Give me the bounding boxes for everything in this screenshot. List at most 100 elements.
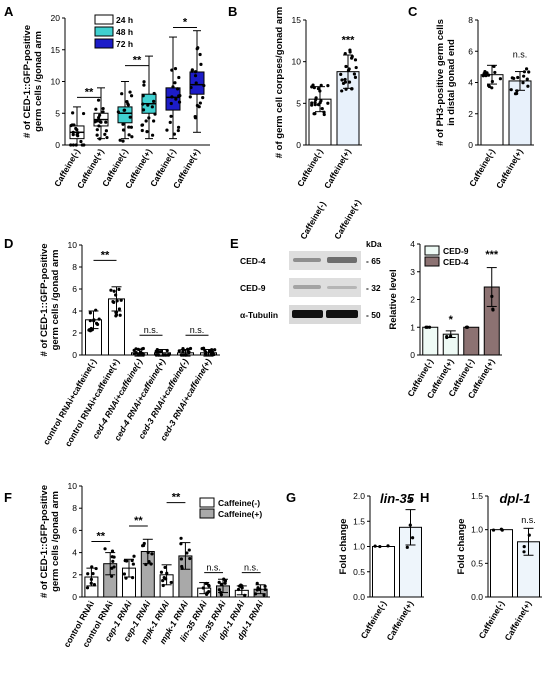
blot-band: [327, 286, 357, 289]
data-point: [150, 552, 154, 556]
data-point: [177, 100, 182, 104]
data-point: [310, 85, 314, 89]
legend-swatch: [199, 497, 215, 508]
significance-label: n.s.: [144, 325, 159, 335]
data-point: [122, 108, 127, 112]
data-point: [69, 143, 73, 147]
data-point: [121, 139, 125, 143]
data-point: [94, 321, 99, 325]
panel-e: E 0 1 2 3 4 Relative level Caffeine(-)Caffeine(…: [230, 198, 502, 400]
data-point: [153, 112, 157, 116]
data-point: [114, 310, 118, 314]
legend-swatch: [424, 245, 440, 256]
data-point: [348, 48, 352, 52]
blot-strip: [289, 278, 361, 297]
data-point: [354, 65, 358, 70]
data-point: [486, 83, 491, 88]
data-point: [513, 92, 518, 96]
data-point: [112, 300, 116, 304]
y-axis-label: germ cells /gonad arm: [33, 31, 44, 132]
y-tick-label: 6: [72, 525, 77, 535]
data-point: [188, 556, 192, 561]
data-point: [491, 528, 496, 532]
data-point: [341, 81, 346, 86]
data-point: [75, 128, 79, 132]
panel-f: F0 2 4 6 8 10 # of CED-1::GFP-positive germ cel…: [4, 481, 270, 649]
data-point: [490, 86, 494, 90]
data-point: [313, 112, 317, 116]
y-axis-label: in distal gonad end: [446, 39, 457, 126]
data-point: [172, 132, 177, 136]
data-point: [120, 92, 124, 96]
data-point: [255, 581, 259, 585]
blot-strip: [289, 251, 361, 270]
data-point: [150, 105, 154, 109]
data-point: [88, 311, 92, 315]
data-point: [173, 67, 178, 71]
data-point: [121, 122, 125, 126]
box: [165, 87, 181, 111]
y-tick-label: 1.5: [353, 516, 365, 526]
data-point: [194, 81, 198, 85]
data-point: [198, 52, 202, 57]
data-point: [223, 581, 227, 585]
x-category-label: Caffeine(-): [359, 599, 389, 641]
data-point: [97, 124, 101, 128]
y-axis-label: # of PH3-positive germ cells: [435, 19, 446, 146]
data-point: [378, 544, 382, 549]
data-point: [93, 120, 97, 124]
data-point: [119, 298, 123, 302]
data-point: [114, 313, 119, 317]
y-tick-label: 8: [468, 15, 473, 25]
y-axis-label: Relative level: [388, 269, 399, 329]
panel-label: A: [4, 4, 14, 19]
data-point: [130, 576, 135, 580]
blot-kda-label: - 50: [366, 310, 381, 320]
legend-swatch: [94, 26, 114, 37]
data-point: [487, 73, 491, 77]
data-point: [353, 58, 358, 62]
data-point: [204, 350, 208, 354]
data-point: [141, 544, 145, 548]
data-point: [515, 89, 519, 93]
data-point: [176, 87, 180, 91]
y-tick-label: 4: [72, 548, 77, 558]
data-point: [316, 86, 321, 91]
y-tick-label: 0.0: [471, 592, 483, 602]
data-point: [427, 325, 432, 329]
data-point: [405, 545, 409, 549]
data-point: [110, 555, 114, 559]
data-point: [386, 544, 390, 548]
data-point: [483, 69, 487, 74]
data-point: [188, 95, 192, 99]
y-tick-label: 20: [51, 13, 61, 23]
data-point: [156, 350, 160, 354]
data-point: [176, 128, 180, 133]
data-point: [197, 105, 201, 109]
data-point: [193, 116, 198, 120]
y-tick-label: 6: [468, 46, 473, 56]
data-point: [190, 68, 194, 72]
data-point: [521, 81, 525, 85]
data-point: [134, 351, 138, 355]
data-point: [130, 135, 134, 139]
significance-label: **: [101, 249, 110, 261]
data-point: [425, 325, 429, 329]
data-point: [255, 588, 259, 592]
x-category-label: Caffeine(-): [477, 599, 507, 641]
data-point: [170, 68, 174, 72]
y-tick-label: 2: [410, 295, 415, 305]
data-point: [101, 110, 105, 114]
data-point: [350, 87, 354, 91]
y-tick-label: 1.0: [471, 525, 483, 535]
data-point: [98, 120, 102, 124]
data-point: [481, 74, 485, 78]
data-point: [524, 67, 529, 71]
data-point: [128, 115, 132, 119]
data-point: [313, 102, 317, 107]
data-point: [128, 90, 132, 94]
data-point: [105, 135, 109, 140]
blot-row-label: CED-9: [240, 283, 266, 293]
y-tick-label: 6: [72, 284, 77, 294]
blot-lane-label: Caffeine(+): [332, 198, 363, 241]
